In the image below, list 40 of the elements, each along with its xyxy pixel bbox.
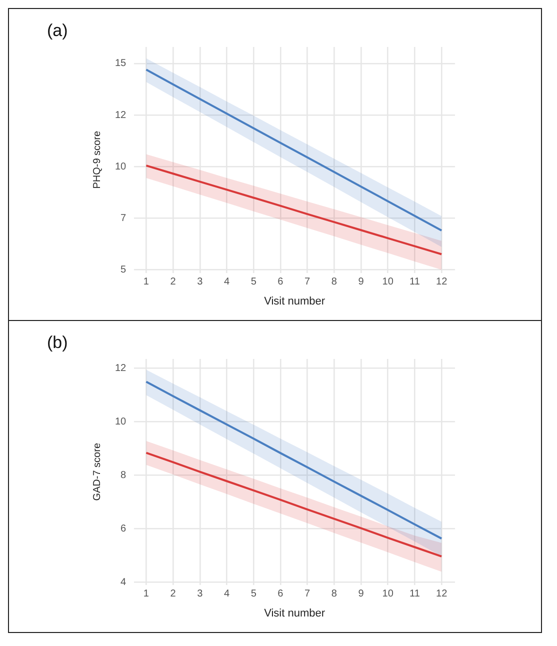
x-tick-label: 6	[278, 588, 284, 600]
x-tick-label: 8	[331, 588, 338, 600]
y-tick-label: 12	[115, 363, 127, 374]
x-tick-label: 7	[304, 276, 311, 288]
y-tick-label: 6	[120, 523, 127, 534]
x-tick-label: 11	[410, 276, 420, 288]
x-tick-label: 1	[143, 276, 150, 288]
x-tick-label: 4	[224, 588, 230, 600]
y-tick-label: 15	[115, 58, 127, 70]
x-tick-label: 5	[250, 276, 257, 288]
x-tick-label: 12	[436, 588, 448, 600]
y-tick-label: 5	[120, 264, 127, 276]
x-tick-label: 1	[143, 588, 150, 600]
x-tick-label: 4	[224, 276, 230, 288]
y-axis-title: PHQ-9 score	[92, 130, 103, 189]
x-tick-label: 11	[410, 588, 420, 600]
x-tick-label: 9	[358, 588, 364, 600]
x-tick-label: 3	[197, 276, 204, 288]
x-tick-label: 9	[358, 276, 364, 288]
y-tick-label: 8	[120, 470, 127, 481]
x-tick-label: 7	[304, 588, 311, 600]
x-axis-title: Visit number	[264, 295, 326, 308]
y-axis-title: GAD-7 score	[92, 442, 103, 501]
x-tick-label: 8	[331, 276, 338, 288]
x-tick-label: 2	[170, 276, 176, 288]
y-tick-label: 7	[120, 212, 127, 224]
y-tick-label: 10	[115, 161, 127, 172]
y-tick-label: 4	[120, 576, 127, 588]
x-tick-label: 3	[197, 588, 204, 600]
x-tick-label: 10	[382, 588, 394, 600]
chart-title: (a)	[47, 21, 68, 41]
y-tick-label: 10	[115, 416, 127, 428]
x-tick-label: 10	[382, 276, 394, 288]
chart-title: (b)	[47, 333, 68, 353]
x-tick-label: 2	[170, 588, 176, 600]
x-axis-title: Visit number	[264, 607, 326, 620]
x-tick-label: 5	[250, 588, 257, 600]
x-tick-label: 6	[278, 276, 284, 288]
x-tick-label: 12	[436, 276, 448, 288]
y-tick-label: 12	[115, 110, 127, 121]
